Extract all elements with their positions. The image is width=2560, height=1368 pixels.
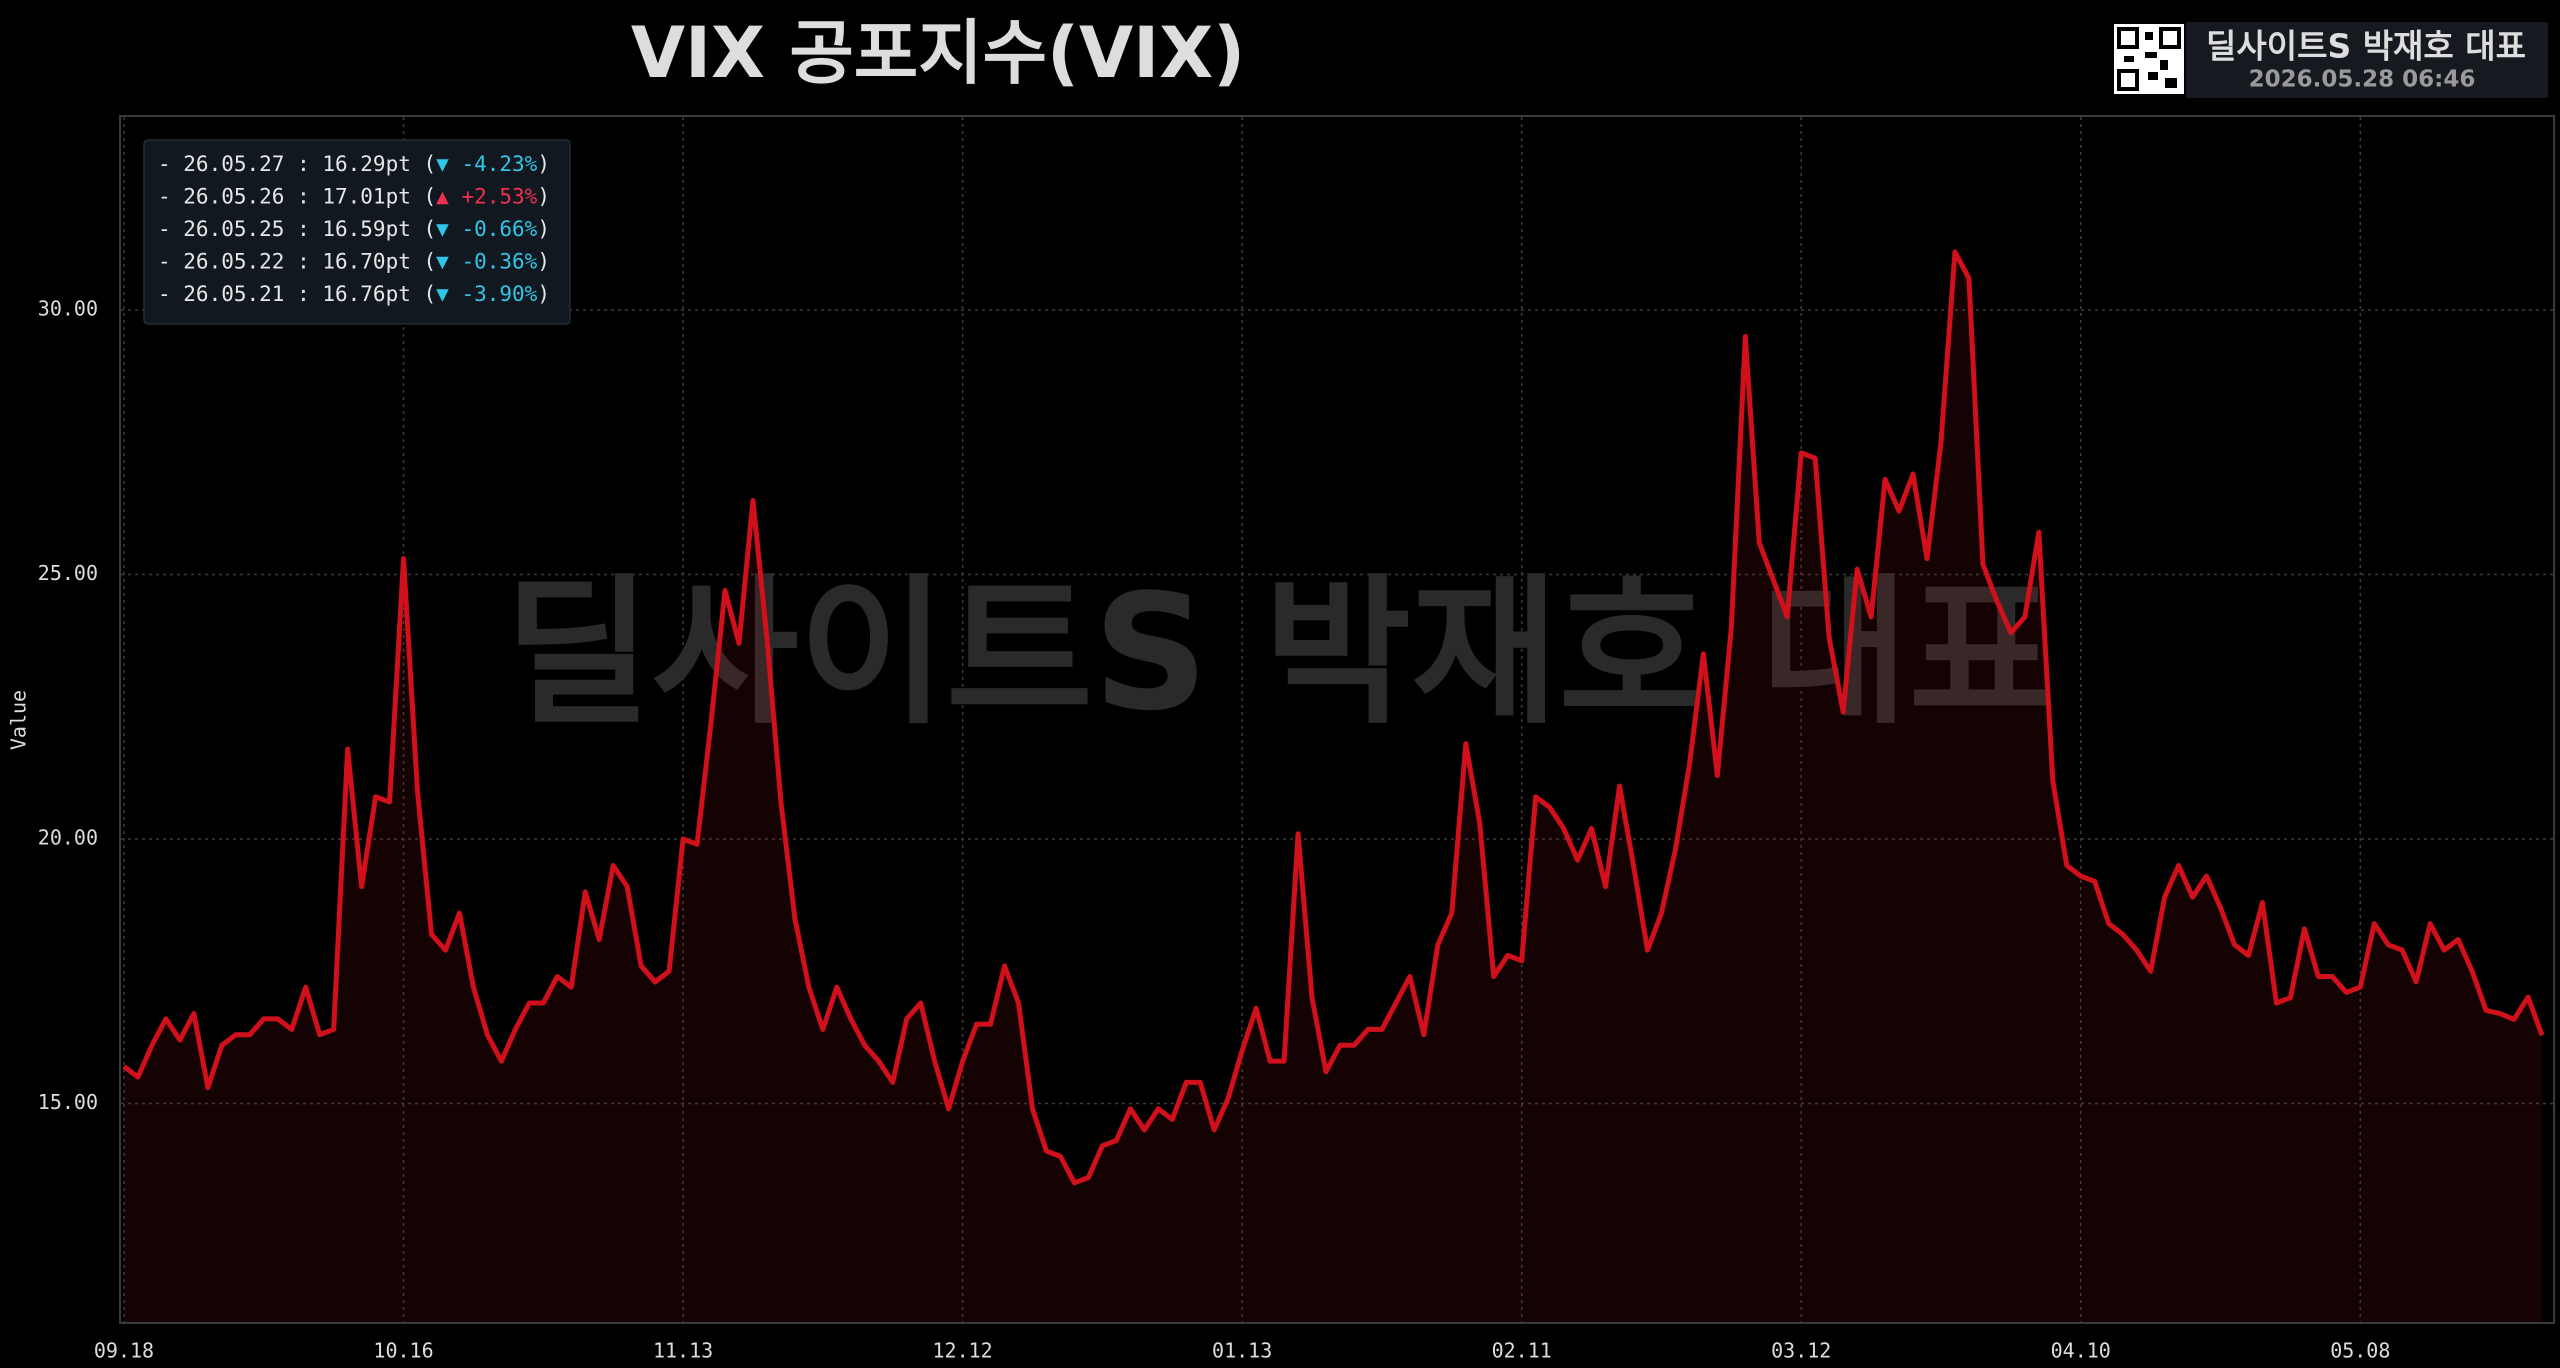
legend: - 26.05.27 : 16.29pt (▼ -4.23%)- 26.05.2…	[143, 139, 571, 325]
legend-change: ▼ -0.66%	[436, 217, 538, 241]
legend-text: - 26.05.27 : 16.29pt (	[158, 152, 436, 176]
qr-dot	[2145, 32, 2153, 40]
legend-entry: - 26.05.21 : 16.76pt (▼ -3.90%)	[158, 282, 550, 306]
x-tick-label: 01.13	[1212, 1339, 1272, 1363]
plot-frame	[119, 115, 2555, 1324]
x-tick-label: 03.12	[1771, 1339, 1831, 1363]
legend-entry: - 26.05.25 : 16.59pt (▼ -0.66%)	[158, 217, 550, 241]
x-tick-label: 05.08	[2330, 1339, 2390, 1363]
legend-text: - 26.05.21 : 16.76pt (	[158, 282, 436, 306]
x-tick-label: 11.13	[653, 1339, 713, 1363]
y-axis-label: Value	[7, 690, 31, 750]
legend-close: )	[537, 185, 550, 209]
legend-close: )	[537, 152, 550, 176]
legend-text: - 26.05.25 : 16.59pt (	[158, 217, 436, 241]
legend-entry: - 26.05.26 : 17.01pt (▲ +2.53%)	[158, 185, 550, 209]
qr-corner	[2117, 27, 2139, 49]
qr-dot	[2148, 72, 2158, 80]
legend-text: - 26.05.22 : 16.70pt (	[158, 250, 436, 274]
y-tick-label: 30.00	[38, 297, 98, 321]
badge-name: 딜사이트S 박재호 대표	[2206, 27, 2526, 66]
data-layer	[122, 249, 2545, 1323]
line	[122, 249, 2545, 1186]
y-tick-label: 15.00	[38, 1090, 98, 1114]
qr-dot	[2165, 78, 2177, 88]
x-tick-label: 02.11	[1492, 1339, 1552, 1363]
legend-change: ▼ -3.90%	[436, 282, 538, 306]
legend-box	[143, 139, 571, 325]
y-tick-label: 20.00	[38, 826, 98, 850]
qr-corner	[2117, 69, 2139, 91]
qr-icon	[2114, 24, 2184, 94]
legend-close: )	[537, 217, 550, 241]
legend-entry: - 26.05.22 : 16.70pt (▼ -0.36%)	[158, 250, 550, 274]
legend-change: ▲ +2.53%	[436, 185, 538, 209]
area-fill	[124, 251, 2542, 1323]
badge: 딜사이트S 박재호 대표 2026.05.28 06:46	[2114, 22, 2548, 98]
badge-timestamp: 2026.05.28 06:46	[2249, 67, 2476, 93]
legend-text: - 26.05.26 : 17.01pt (	[158, 185, 436, 209]
qr-corner	[2159, 27, 2181, 49]
x-tick-label: 10.16	[373, 1339, 433, 1363]
grid-layer	[121, 117, 2553, 1323]
badge-box	[2186, 22, 2548, 98]
chart-title: VIX 공포지수(VIX)	[631, 12, 1245, 94]
qr-dot	[2145, 52, 2157, 58]
legend-change: ▼ -4.23%	[436, 152, 538, 176]
qr-dot	[2124, 56, 2134, 62]
legend-change: ▼ -0.36%	[436, 250, 538, 274]
legend-entry: - 26.05.27 : 16.29pt (▼ -4.23%)	[158, 152, 550, 176]
y-tick-label: 25.00	[38, 561, 98, 585]
qr-dot	[2160, 60, 2168, 70]
x-tick-label: 12.12	[933, 1339, 993, 1363]
legend-close: )	[537, 282, 550, 306]
x-tick-label: 09.18	[94, 1339, 154, 1363]
x-tick-label: 04.10	[2051, 1339, 2111, 1363]
legend-close: )	[537, 250, 550, 274]
